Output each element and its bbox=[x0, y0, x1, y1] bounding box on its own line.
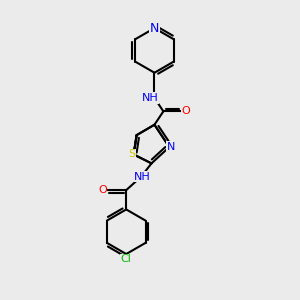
Text: N: N bbox=[150, 22, 159, 34]
Text: O: O bbox=[181, 106, 190, 116]
Text: Cl: Cl bbox=[121, 254, 132, 264]
Text: N: N bbox=[167, 142, 175, 152]
Text: S: S bbox=[129, 149, 136, 160]
Text: O: O bbox=[98, 185, 107, 195]
Text: NH: NH bbox=[142, 93, 158, 103]
Text: NH: NH bbox=[134, 172, 151, 182]
